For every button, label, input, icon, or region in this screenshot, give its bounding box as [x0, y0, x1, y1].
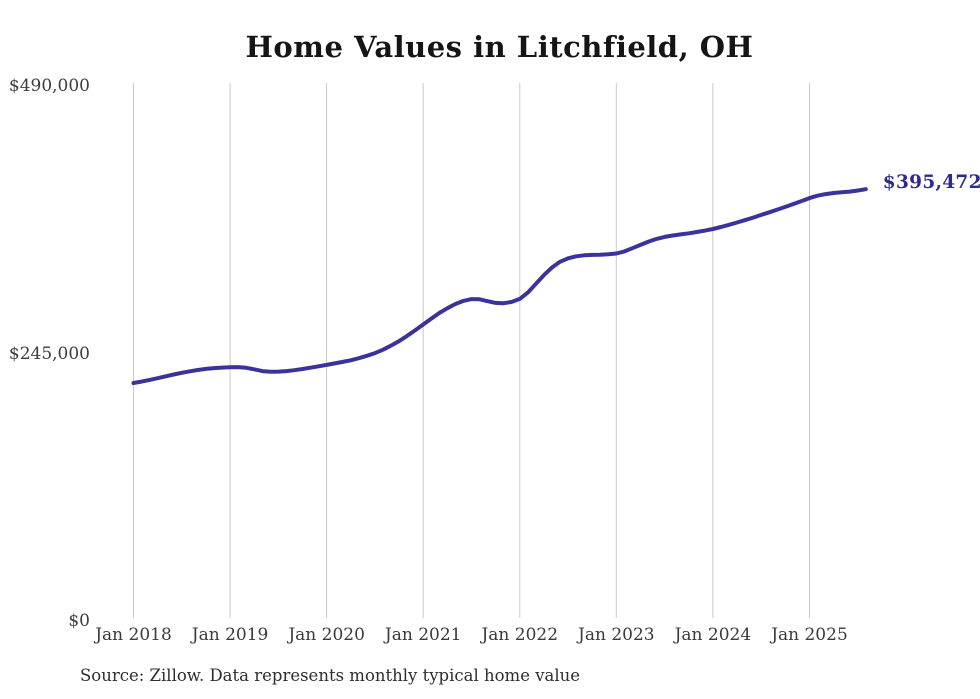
y-axis-tick-0: $0	[68, 611, 90, 631]
x-axis-tick-jan-2024: Jan 2024	[674, 625, 752, 645]
y-axis-tick-245000: $245,000	[8, 344, 90, 364]
current-value-label: $395,472	[882, 172, 980, 194]
source-note: Source: Zillow. Data represents monthly …	[80, 666, 581, 685]
x-axis-tick-jan-2022: Jan 2022	[481, 625, 559, 645]
chart-title: Home Values in Litchfield, OH	[245, 30, 754, 64]
x-axis-tick-jan-2018: Jan 2018	[95, 625, 172, 645]
x-axis-tick-jan-2025: Jan 2025	[771, 625, 848, 645]
y-axis-tick-490000: $490,000	[8, 76, 90, 96]
x-axis-tick-jan-2020: Jan 2020	[288, 625, 365, 645]
x-axis-tick-jan-2023: Jan 2023	[578, 625, 655, 645]
home-value-line	[131, 187, 868, 385]
x-axis-tick-jan-2019: Jan 2019	[191, 625, 269, 645]
x-axis-tick-jan-2021: Jan 2021	[384, 625, 462, 645]
